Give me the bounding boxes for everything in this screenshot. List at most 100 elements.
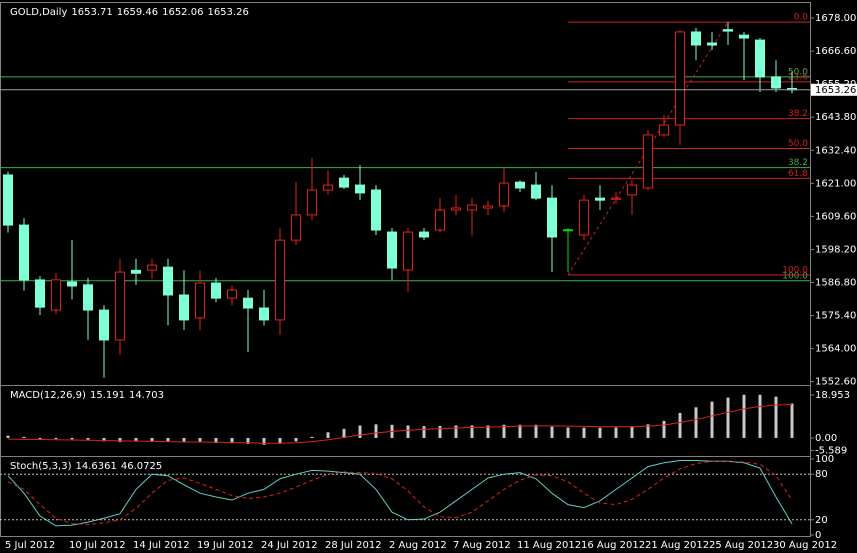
panel-border — [0, 456, 811, 537]
candle-body — [371, 189, 381, 231]
y-tick-label: 1632.40 — [815, 145, 856, 156]
macd-bar — [326, 432, 330, 438]
candle-body — [131, 269, 141, 274]
candle-body — [179, 294, 189, 321]
x-tick-label: 19 Jul 2012 — [197, 540, 254, 551]
panel-header: GOLD,Daily 1653.71 1659.46 1652.06 1653.26 — [10, 7, 249, 18]
candle-body — [163, 266, 173, 296]
macd-bar — [726, 397, 730, 438]
candle-body — [387, 231, 397, 269]
macd-bar — [646, 424, 650, 438]
candle-body — [563, 229, 573, 232]
x-tick-label: 7 Aug 2012 — [453, 540, 511, 551]
candle-body — [147, 264, 157, 271]
candle-body — [627, 184, 637, 196]
y-tick-label: 1609.60 — [815, 211, 856, 222]
y-tick-label: 20 — [815, 515, 828, 526]
y-tick-label: 0 — [815, 530, 821, 541]
x-tick-label: 2 Aug 2012 — [389, 540, 447, 551]
candle-body — [115, 271, 125, 341]
y-tick-label: 80 — [815, 469, 828, 480]
macd-bar — [358, 425, 362, 438]
macd-bar — [230, 437, 234, 444]
candle-body — [403, 231, 413, 271]
candle-body — [419, 231, 429, 238]
panel-header: MACD(12,26,9) 15.191 14.703 — [10, 390, 164, 401]
candle-body — [723, 29, 733, 32]
candle-body — [739, 34, 749, 39]
candle-body — [307, 189, 317, 216]
macd-bar — [86, 437, 90, 440]
macd-bar — [198, 437, 202, 443]
fib-label: 100.0 — [782, 271, 808, 281]
header-part: 1652.06 — [162, 7, 203, 18]
macd-bar — [214, 437, 218, 443]
candle-body — [515, 181, 525, 189]
header-part: 1659.46 — [117, 7, 158, 18]
fib-label: 100.0 — [782, 265, 808, 275]
macd-bar — [742, 394, 746, 438]
candle-body — [275, 239, 285, 321]
candle-body — [211, 282, 221, 299]
macd-bar — [374, 424, 378, 438]
fib-label: 61.8 — [788, 169, 808, 179]
macd-bar — [102, 437, 106, 442]
x-tick-label: 14 Jul 2012 — [133, 540, 190, 551]
y-tick-label: 0.00 — [815, 433, 837, 444]
y-tick-label: 1621.00 — [815, 178, 856, 189]
macd-bar — [278, 437, 282, 444]
macd-bar — [710, 401, 714, 438]
header-part: Stoch(5,3,3) — [10, 461, 72, 472]
macd-bar — [614, 427, 618, 438]
macd-bar — [294, 437, 298, 442]
candle-body — [691, 31, 701, 46]
candle-body — [195, 282, 205, 319]
y-tick-label: 1575.40 — [815, 311, 856, 322]
header-part: MACD(12,26,9) — [10, 390, 86, 401]
candle-body — [499, 182, 509, 207]
candle-body — [323, 184, 333, 191]
macd-bar — [790, 403, 794, 438]
x-tick-label: 25 Aug 2012 — [709, 540, 773, 551]
candle-body — [547, 197, 557, 238]
y-tick-label: 1666.60 — [815, 46, 856, 57]
macd-bar — [70, 437, 74, 440]
macd-bar — [134, 437, 138, 442]
macd-bar — [6, 435, 10, 438]
candle-body — [227, 289, 237, 299]
x-tick-label: 5 Jul 2012 — [5, 540, 55, 551]
macd-bar — [598, 427, 602, 438]
macd-bar — [310, 436, 314, 438]
macd-bar — [150, 437, 154, 442]
candle-body — [451, 207, 461, 211]
y-tick-label: 100 — [815, 454, 834, 465]
macd-bar — [406, 425, 410, 438]
y-tick-label: 1678.00 — [815, 13, 856, 24]
macd-bar — [662, 420, 666, 438]
macd-bar — [166, 437, 170, 442]
series-line — [7, 460, 793, 525]
header-part: GOLD,Daily — [10, 7, 67, 18]
macd-bar — [678, 412, 682, 438]
candle-body — [483, 205, 493, 209]
macd-bar — [438, 425, 442, 438]
macd-bar — [118, 437, 122, 443]
header-part: 14.6361 — [75, 461, 116, 472]
macd-bar — [262, 437, 266, 445]
y-tick-label: 1552.60 — [815, 377, 856, 388]
candle-body — [51, 279, 61, 311]
x-tick-label: 11 Aug 2012 — [517, 540, 581, 551]
candle-body — [771, 76, 781, 89]
fib-label: 38.2 — [788, 158, 808, 168]
macd-bar — [182, 437, 186, 443]
y-tick-label: 1586.80 — [815, 278, 856, 289]
y-tick-label: 1564.00 — [815, 344, 856, 355]
x-tick-label: 21 Aug 2012 — [645, 540, 709, 551]
series-line — [7, 404, 793, 444]
macd-bar — [54, 437, 58, 440]
candle-body — [643, 134, 653, 189]
macd-bar — [22, 436, 26, 438]
header-part: 1653.71 — [71, 7, 112, 18]
candle-body — [83, 284, 93, 311]
